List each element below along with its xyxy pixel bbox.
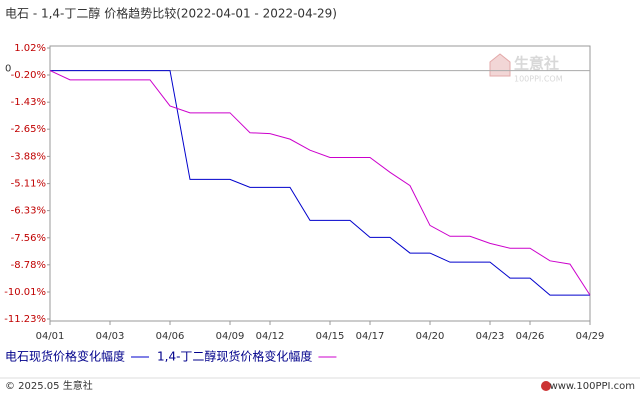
y-tick-label: 1.02% [14, 43, 46, 54]
x-tick-label: 04/17 [356, 331, 385, 342]
series-line [49, 70, 591, 296]
y-tick-label: -6.33% [11, 206, 46, 217]
watermark-site: 100PPI.COM [514, 75, 563, 84]
x-tick-label: 04/29 [576, 331, 605, 342]
x-tick-label: 04/12 [256, 331, 285, 342]
footer-site: www.100PPI.com [550, 381, 635, 392]
x-tick-label: 04/23 [476, 331, 505, 342]
watermark-name: 生意社 [514, 55, 559, 73]
y-tick-label: -2.65% [11, 124, 46, 135]
x-tick-label: 04/20 [416, 331, 445, 342]
y-tick-label: -3.88% [11, 151, 46, 162]
zero-label: 0 [5, 64, 11, 75]
x-tick-label: 04/06 [156, 331, 185, 342]
legend-label: 1,4-丁二醇现货价格变化幅度 [157, 349, 312, 364]
y-tick-label: -5.11% [11, 179, 46, 190]
series-line [50, 70, 590, 296]
footer-copyright: © 2025.05 生意社 [5, 379, 93, 392]
x-tick-label: 04/26 [516, 331, 545, 342]
y-tick-label: -10.01% [4, 287, 46, 298]
y-tick-label: -11.23% [4, 314, 46, 325]
legend-label: 电石现货价格变化幅度 [5, 349, 125, 364]
y-tick-label: -8.78% [11, 260, 46, 271]
y-tick-label: -1.43% [11, 97, 46, 108]
x-tick-label: 04/01 [36, 331, 65, 342]
x-tick-label: 04/09 [216, 331, 245, 342]
y-tick-label: -0.20% [11, 70, 46, 81]
footer-icon [541, 381, 551, 391]
x-tick-label: 04/03 [96, 331, 125, 342]
chart-title: 电石 - 1,4-丁二醇 价格趋势比较(2022-04-01 - 2022-04… [5, 6, 337, 21]
x-tick-label: 04/15 [316, 331, 345, 342]
y-tick-label: -7.56% [11, 233, 46, 244]
